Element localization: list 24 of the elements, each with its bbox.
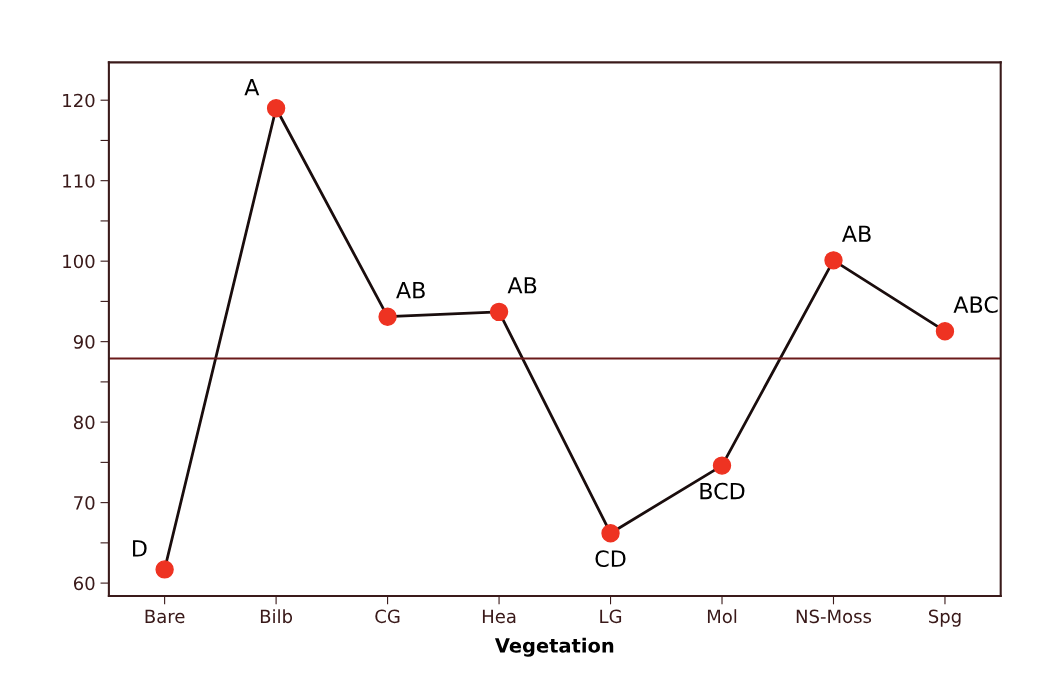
y-tick-label: 120: [63, 93, 95, 108]
x-tick-label: LG: [600, 609, 622, 624]
annotation: AB: [396, 281, 425, 299]
annotation: BCD: [700, 482, 745, 500]
y-tick-label: 100: [63, 254, 95, 269]
x-tick-label: Hea: [482, 609, 516, 624]
x-tick-label: CG: [375, 609, 400, 624]
x-tick-label: Bare: [145, 609, 185, 624]
annotation: ABC: [953, 296, 998, 313]
x-tick-label: Mol: [707, 609, 737, 624]
annotation: A: [244, 79, 260, 96]
x-tick-label: NS-Moss: [796, 609, 872, 624]
x-axis-title: Vegetation: [494, 637, 614, 657]
annotation: D: [133, 540, 147, 557]
annotation: AB: [507, 277, 537, 294]
y-tick-label: 70: [74, 496, 95, 510]
y-tick-label: 80: [73, 415, 95, 430]
annotation: CD: [595, 550, 626, 568]
y-tick-label: 90: [73, 335, 95, 349]
y-tick-label: 110: [63, 174, 95, 188]
y-tick-label: 60: [73, 576, 95, 591]
x-tick-label: Bilb: [260, 609, 293, 624]
x-tick-label: Spg: [928, 609, 961, 627]
annotation: AB: [842, 225, 871, 242]
